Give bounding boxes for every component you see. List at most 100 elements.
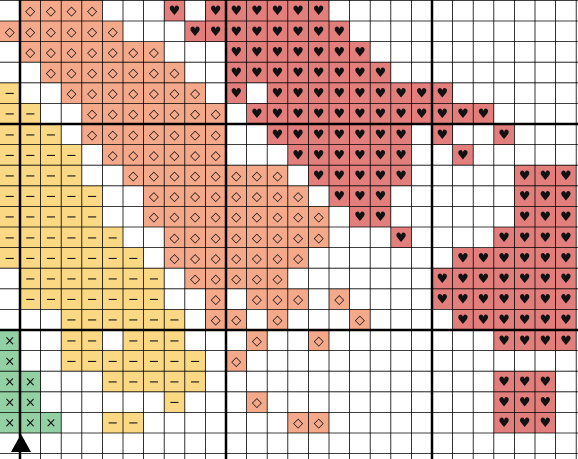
cell	[61, 227, 82, 248]
cell	[308, 227, 329, 248]
cell	[102, 288, 123, 310]
cell	[329, 62, 350, 83]
cell-symbol: ♥	[560, 210, 572, 225]
cell-symbol: ♥	[292, 148, 304, 163]
cell-symbol: −	[148, 313, 159, 328]
cell	[102, 144, 123, 166]
cell	[164, 124, 185, 145]
cell	[432, 82, 453, 104]
cell-symbol: ◇	[273, 210, 283, 225]
cell	[184, 103, 206, 124]
cell	[20, 185, 41, 207]
cell	[143, 350, 165, 372]
cell	[61, 309, 82, 330]
cell-symbol: ♥	[354, 87, 366, 102]
cell-symbol: −	[128, 272, 139, 287]
cell-symbol: −	[25, 251, 36, 266]
cell-symbol: −	[190, 375, 201, 390]
cell-symbol: ◇	[231, 313, 241, 328]
cell	[102, 350, 123, 372]
cell	[308, 144, 329, 166]
cell-symbol: ♥	[292, 4, 304, 19]
cell	[493, 412, 515, 433]
cell-symbol: −	[66, 272, 77, 287]
cell-symbol: ◇	[273, 293, 283, 308]
cell	[205, 144, 226, 166]
cell-symbol: −	[128, 251, 139, 266]
cell-symbol: ◇	[231, 354, 241, 369]
cell	[370, 165, 391, 186]
cell-symbol: −	[4, 107, 15, 122]
cell-symbol: ◇	[334, 293, 344, 308]
cell	[102, 227, 123, 248]
cell	[226, 227, 247, 248]
cell	[493, 330, 515, 351]
cell-symbol: ♥	[313, 107, 325, 122]
cell	[20, 268, 41, 289]
cell-symbol: −	[4, 128, 15, 143]
cell	[205, 309, 226, 330]
cell	[184, 82, 206, 104]
cell-symbol: ◇	[67, 45, 77, 60]
cell-symbol: ◇	[190, 148, 200, 163]
cell	[555, 330, 577, 351]
cell	[40, 124, 62, 145]
cell	[555, 288, 577, 310]
cell-symbol: ◇	[149, 190, 159, 205]
cell-symbol: ♥	[313, 66, 325, 81]
cell	[308, 330, 329, 351]
cell-symbol: ♥	[354, 210, 366, 225]
cell-symbol: ♥	[333, 66, 345, 81]
cell-symbol: ◇	[252, 293, 262, 308]
cell	[535, 288, 556, 310]
cell-symbol: ◇	[190, 190, 200, 205]
cell	[20, 371, 41, 392]
cell-symbol: ◇	[149, 45, 159, 60]
cell	[102, 41, 123, 63]
cell-symbol: −	[87, 272, 98, 287]
cell-symbol: −	[25, 169, 36, 184]
cell	[287, 412, 309, 433]
cell-symbol: −	[87, 231, 98, 246]
cell-symbol: ♥	[519, 190, 531, 205]
cell-symbol: ♥	[436, 128, 448, 143]
cell-symbol: ◇	[293, 231, 303, 246]
cell	[0, 124, 21, 145]
cell-symbol: −	[148, 272, 159, 287]
cell-symbol: ◇	[211, 169, 221, 184]
cell	[205, 21, 226, 42]
cell-symbol: ◇	[252, 190, 262, 205]
cell	[184, 21, 206, 42]
cell	[164, 62, 185, 83]
cell	[81, 41, 103, 63]
cell	[102, 103, 123, 124]
cell	[205, 227, 226, 248]
cell-symbol: ◇	[46, 4, 56, 19]
cell	[287, 62, 309, 83]
cell-symbol: ♥	[395, 128, 407, 143]
cell	[123, 288, 144, 310]
cell-symbol: ♥	[498, 231, 510, 246]
cell	[226, 0, 247, 22]
cell	[184, 165, 206, 186]
cell-symbol: ◇	[67, 66, 77, 81]
cell	[40, 144, 62, 166]
cell	[61, 288, 82, 310]
cell	[20, 165, 41, 186]
cell	[205, 268, 226, 289]
cell-symbol: −	[128, 313, 139, 328]
cell	[452, 309, 474, 330]
cell	[246, 227, 268, 248]
cell	[308, 0, 329, 22]
cell	[267, 103, 288, 124]
cell	[102, 62, 123, 83]
cell-symbol: ◇	[252, 396, 262, 411]
cell-symbol: −	[66, 190, 77, 205]
cell	[226, 247, 247, 269]
cell-symbol: ♥	[539, 272, 551, 287]
cell	[143, 268, 165, 289]
cell	[267, 62, 288, 83]
cell	[308, 62, 329, 83]
cell	[143, 288, 165, 310]
cell-symbol: −	[128, 293, 139, 308]
